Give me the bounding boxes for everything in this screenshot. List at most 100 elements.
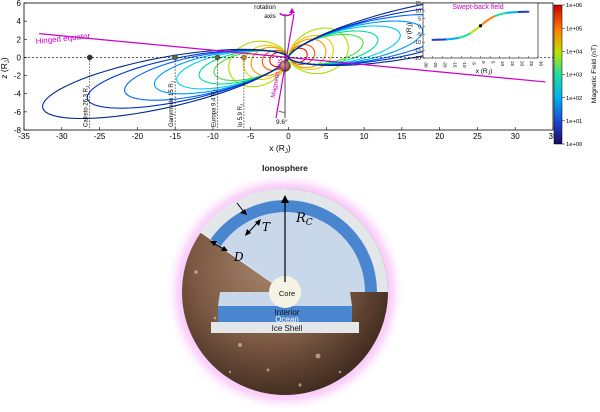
inset-x-tick-label: 0 — [481, 61, 486, 64]
magnetic-axis-line — [275, 13, 295, 119]
x-tick-label: 0 — [286, 132, 291, 141]
moon-label: Callisto 26.3 RJ — [84, 86, 91, 127]
rotation-arrowhead-icon — [289, 8, 295, 13]
d-arrowhead-icon-2 — [221, 246, 228, 251]
x-axis-label: x (RJ) — [269, 143, 291, 155]
callisto-interior-diagram: Ionosphere Core Interior Ocean Ice Shell… — [165, 163, 405, 412]
inset-y-tick-label: 10 — [415, 9, 421, 15]
moon-marker — [172, 54, 178, 61]
x-tick-label: 25 — [473, 132, 482, 141]
y-tick-label: 4 — [17, 17, 22, 26]
colorbar-ticks: 1e+06 1e+05 1e+04 1e+03 1e+02 1e+01 1e+00 — [562, 3, 583, 148]
d-label: D — [233, 250, 244, 264]
y-tick-label: 0 — [17, 53, 22, 62]
y-ticks: 6 4 2 0 -2 -4 -6 -8 — [14, 0, 27, 135]
colorbar-tick-label: 1e+05 — [566, 26, 582, 32]
magnetic-field-colorbar: 1e+06 1e+05 1e+04 1e+03 1e+02 1e+01 1e+00 Magn… — [553, 3, 598, 148]
field-line — [287, 34, 334, 71]
inset-x-tick-label: -5 — [471, 61, 476, 65]
colorbar-label: Magnetic Field (nT) — [591, 45, 598, 104]
t-label: T — [262, 220, 271, 234]
colorbar-tick-label: 1e+01 — [566, 119, 582, 125]
colorbar-tick-label: 1e+06 — [566, 3, 582, 9]
ice-shell-band — [211, 322, 359, 333]
inset-y-tick-label: 0 — [418, 24, 421, 30]
inset-x-label: x (RJ) — [476, 68, 493, 77]
inset-x-tick-label: -10 — [462, 61, 467, 68]
shell-arrow — [236, 202, 245, 213]
inset-x-tick-label: -30 — [424, 61, 429, 68]
field-line — [287, 44, 316, 66]
t-arrowhead-icon — [245, 229, 251, 236]
x-ticks: -35 -30 -25 -20 -15 -10 -5 0 5 10 15 20 25 30 35 — [18, 127, 558, 141]
field-line — [228, 40, 290, 88]
y-tick-label: -6 — [14, 108, 22, 117]
x-tick-label: 30 — [511, 132, 520, 141]
y-axis-label: z (RJ) — [0, 57, 11, 79]
rc-label: RC — [295, 211, 313, 228]
moon-label: Io 5.9 RJ — [238, 104, 245, 127]
ice-shell-label: Ice Shell — [272, 324, 303, 333]
ionosphere-label: Ionosphere — [262, 163, 308, 173]
colorbar-scale — [553, 4, 563, 145]
inset-x-tick-label: 25 — [529, 61, 534, 67]
core-label: Core — [279, 289, 295, 298]
colorbar-tick-label: 1e+00 — [566, 142, 582, 148]
inset-x-tick-label: 10 — [500, 61, 505, 67]
ocean-label: Ocean — [275, 315, 299, 324]
shell-arrowhead-icon — [240, 209, 247, 215]
inset-x-tick-label: -15 — [452, 61, 457, 68]
x-tick-label: -20 — [132, 132, 144, 141]
ocean-band — [218, 306, 352, 322]
inset-y-tick-label: -5 — [417, 32, 422, 38]
x-tick-label: 20 — [435, 132, 444, 141]
inset-x-tick-label: -25 — [433, 61, 438, 68]
t-arrow — [247, 221, 259, 234]
x-tick-label: -35 — [18, 132, 30, 141]
inset-x-tick-label: 5 — [491, 61, 496, 64]
x-tick-label: 35 — [549, 132, 558, 141]
inset-y-ticks: 15 10 50 -5 -10 -15 -20 — [414, 1, 425, 62]
colorbar-tick-label: 1e+04 — [566, 50, 583, 56]
inset-jupiter-marker — [478, 24, 483, 28]
x-tick-label: -15 — [169, 132, 181, 141]
x-tick-label: 10 — [360, 132, 369, 141]
moon-markers: Callisto 26.3 RJ Ganymede 15 RJ Europa 9.4… — [84, 54, 247, 130]
x-tick-label: 5 — [324, 132, 329, 141]
field-line — [287, 27, 349, 75]
y-tick-label: 2 — [17, 35, 22, 44]
inset-y-label: y (RJ) — [406, 23, 415, 40]
inset-x-tick-label: 15 — [510, 61, 515, 67]
inset-y-tick-label: -10 — [414, 40, 421, 46]
colorbar-tick-label: 1e+03 — [566, 73, 582, 79]
x-tick-label: -25 — [94, 132, 106, 141]
rotation-axis-label: rotation — [254, 4, 276, 11]
t-arrowhead-icon-2 — [255, 219, 261, 226]
inset-x-tick-label: -20 — [443, 61, 448, 68]
swept-back-field-inset: Swept-back field -30 -25 -20 -15 -10 -5 0 5 10 15… — [406, 1, 544, 77]
tilt-arc — [278, 110, 286, 113]
moon-marker — [241, 54, 247, 61]
y-tick-label: 6 — [17, 0, 22, 8]
moon-label: Europa 9.4 RJ — [211, 89, 218, 127]
inset-x-ticks: -30 -25 -20 -15 -10 -5 0 5 10 15 20 25 30 — [422, 56, 544, 68]
rc-arrowhead-icon — [281, 195, 289, 203]
inset-y-tick-label: 15 — [415, 1, 421, 7]
y-tick-label: -4 — [14, 90, 22, 99]
colorbar-tick-label: 1e+02 — [566, 96, 582, 102]
moon-marker — [214, 54, 221, 61]
inset-title: Swept-back field — [452, 4, 503, 11]
x-tick-label: -30 — [56, 132, 68, 141]
inset-y-tick-label: -15 — [414, 48, 421, 54]
x-tick-label: -10 — [207, 132, 219, 141]
interior-label: Interior — [275, 308, 300, 317]
moon-label: Ganymede 15 RJ — [169, 81, 176, 127]
inset-y-tick-label: -20 — [414, 56, 421, 62]
y-tick-label: -8 — [14, 126, 22, 135]
field-line — [42, 48, 290, 120]
inset-x-tick-label: 30 — [539, 61, 544, 67]
cutaway-left — [199, 188, 286, 293]
x-tick-label: -5 — [247, 132, 255, 141]
x-tick-label: 15 — [397, 132, 406, 141]
